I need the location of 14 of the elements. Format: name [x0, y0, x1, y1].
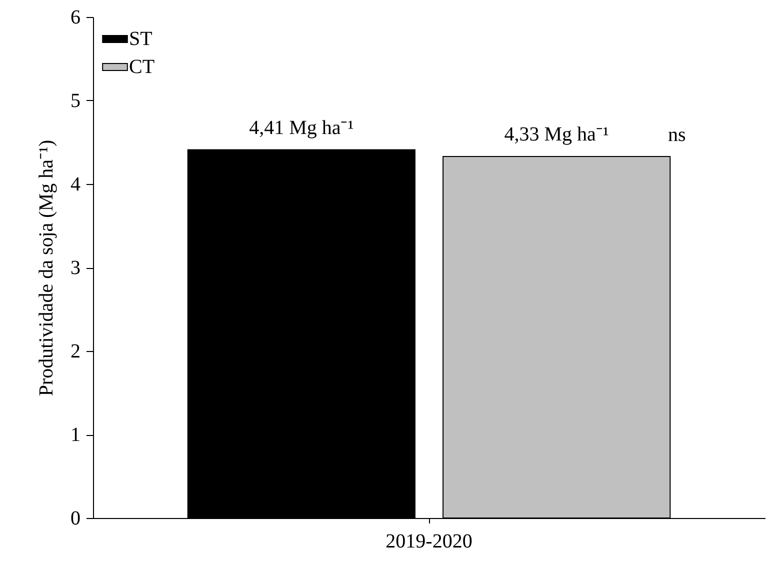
y-tick-label: 6 — [70, 6, 80, 28]
y-tick-label: 3 — [70, 257, 80, 279]
annotation: ns — [668, 124, 686, 146]
x-tick-label: 2019-2020 — [386, 530, 472, 552]
y-tick-label: 0 — [70, 508, 80, 530]
y-tick-label: 2 — [70, 340, 80, 362]
y-tick-label: 4 — [70, 174, 80, 196]
y-axis-title: Produtividade da soja (Mg ha⁻¹) — [36, 140, 58, 396]
y-tick-label: 5 — [70, 90, 80, 112]
data-label: 4,41 Mg ha⁻¹ — [249, 116, 354, 139]
data-label: 4,33 Mg ha⁻¹ — [504, 123, 609, 146]
legend-label: ST — [129, 28, 152, 50]
y-tick-label: 1 — [70, 424, 80, 446]
legend-label: CT — [129, 56, 155, 78]
